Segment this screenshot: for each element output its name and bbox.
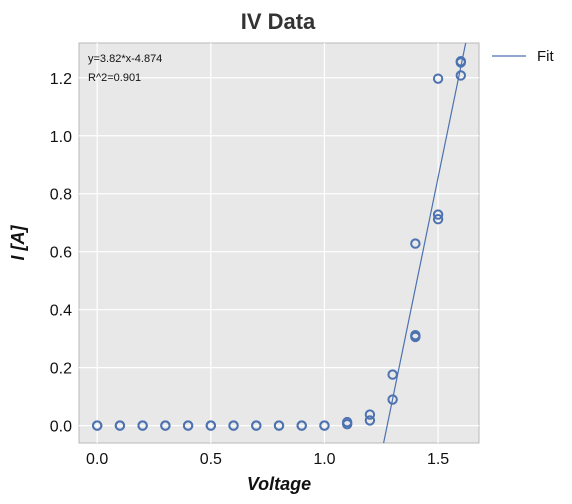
legend: Fit [492, 48, 554, 65]
y-tick-label: 0.0 [50, 419, 72, 436]
y-tick-labels: 0.0 0.2 0.4 0.6 0.8 1.0 1.2 [50, 71, 72, 436]
data-point [341, 416, 353, 428]
data-point [160, 420, 171, 431]
data-point [432, 214, 444, 225]
data-point [432, 209, 444, 220]
y-axis-label: I [A] [8, 225, 28, 261]
x-axis-label: Voltage [247, 474, 311, 494]
data-point [432, 73, 444, 84]
data-point [296, 420, 307, 431]
data-point [410, 329, 421, 341]
x-tick-labels: 0.0 0.5 1.0 1.5 [86, 451, 449, 468]
data-point [137, 420, 148, 431]
data-point [182, 420, 194, 431]
data-point [114, 420, 126, 431]
y-tick-label: 0.6 [50, 245, 72, 262]
y-tick-label: 0.2 [50, 361, 72, 378]
r-squared-annotation: R^2=0.901 [88, 72, 141, 84]
plot-area [78, 42, 480, 444]
fit-equation-annotation: y=3.82*x-4.874 [88, 53, 162, 65]
x-tick-label: 0.0 [86, 451, 108, 468]
data-point [273, 420, 285, 431]
data-point [205, 420, 217, 431]
data-point [251, 420, 262, 431]
data-point [455, 70, 467, 81]
x-tick-label: 1.5 [427, 451, 449, 468]
y-tick-label: 1.0 [50, 129, 72, 146]
data-point [228, 420, 239, 431]
chart-title: IV Data [241, 9, 316, 34]
data-point [387, 394, 398, 405]
y-tick-label: 0.4 [50, 303, 72, 320]
data-point [387, 369, 398, 380]
data-point [410, 238, 421, 249]
data-point [364, 415, 376, 426]
y-tick-label: 1.2 [50, 71, 72, 88]
data-point [91, 420, 103, 431]
data-point [319, 420, 330, 431]
data-points [91, 56, 467, 431]
data-point [364, 409, 376, 420]
x-tick-label: 1.0 [313, 451, 335, 468]
grid-lines [79, 43, 479, 443]
x-tick-label: 0.5 [200, 451, 222, 468]
legend-fit-label: Fit [537, 48, 554, 65]
data-point [455, 56, 467, 67]
y-tick-label: 0.8 [50, 187, 72, 204]
